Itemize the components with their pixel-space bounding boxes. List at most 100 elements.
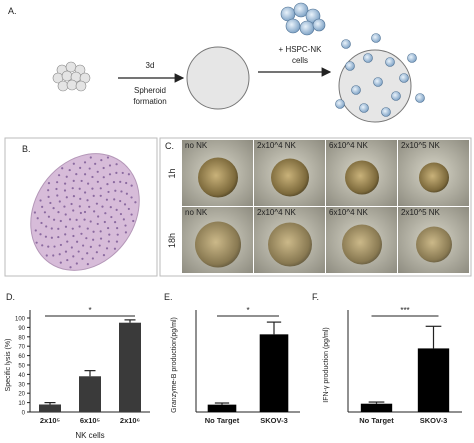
nucleus <box>63 182 67 185</box>
nucleus <box>63 205 66 208</box>
nucleus <box>108 164 112 167</box>
nucleus <box>115 240 119 243</box>
nucleus <box>63 189 67 192</box>
nk-cell <box>381 107 391 117</box>
nucleus <box>112 181 116 184</box>
nucleus <box>108 233 111 236</box>
nucleus <box>57 227 60 230</box>
nucleus <box>64 233 67 236</box>
nucleus <box>70 202 73 206</box>
nucleus <box>49 201 52 205</box>
nucleus <box>98 244 101 247</box>
spheroid <box>186 46 250 110</box>
nucleus <box>102 176 105 179</box>
nucleus <box>39 199 42 202</box>
nucleus <box>72 209 75 212</box>
nucleus <box>105 198 109 201</box>
nucleus <box>53 245 56 248</box>
nucleus <box>127 173 130 176</box>
y-tick-label: 90 <box>18 326 25 332</box>
y-axis-label: IFN-γ production (pg/ml) <box>323 327 330 402</box>
nucleus <box>116 227 119 230</box>
nucleus <box>87 182 90 185</box>
nucleus <box>130 196 133 199</box>
nucleus <box>127 207 130 211</box>
y-tick-label: 10 <box>18 401 25 407</box>
nucleus <box>85 237 88 240</box>
nucleus <box>102 166 105 170</box>
bar <box>207 404 237 412</box>
x-axis-label: NK cells <box>75 431 104 440</box>
nucleus <box>72 255 75 258</box>
nucleus <box>57 211 60 214</box>
nucleus <box>58 253 61 256</box>
nucleus <box>113 221 117 224</box>
nucleus <box>96 180 99 183</box>
nuclei <box>33 156 137 269</box>
y-tick-label: 0 <box>22 411 26 417</box>
nucleus <box>47 245 50 248</box>
nucleus <box>72 162 75 165</box>
nucleus <box>83 218 86 221</box>
nucleus <box>115 163 118 166</box>
nk-cells <box>335 33 425 117</box>
x-tick-label: No Target <box>205 416 240 425</box>
nucleus <box>71 187 74 190</box>
nucleus <box>100 159 103 162</box>
panel-label: D. <box>6 292 15 302</box>
nucleus <box>95 202 99 205</box>
nucleus <box>64 225 68 228</box>
nucleus <box>132 219 135 223</box>
nucleus <box>72 194 76 198</box>
nucleus <box>57 235 60 239</box>
nucleus <box>41 205 44 208</box>
nucleus <box>130 184 133 187</box>
nucleus <box>97 215 100 218</box>
nucleus <box>83 173 87 176</box>
nucleus <box>35 241 38 244</box>
nucleus <box>107 190 110 194</box>
nucleus <box>99 187 102 190</box>
nucleus <box>61 167 64 170</box>
nucleus <box>50 236 53 239</box>
y-tick-label: 80 <box>18 335 25 341</box>
nucleus <box>94 162 97 165</box>
nucleus <box>119 212 123 216</box>
nk-cell <box>351 85 361 95</box>
bar <box>417 348 450 412</box>
nucleus <box>113 247 117 250</box>
nucleus <box>56 181 59 184</box>
nucleus <box>134 201 137 204</box>
nucleus <box>72 179 75 182</box>
nucleus <box>56 194 59 197</box>
nk-cell <box>341 39 351 49</box>
nucleus <box>113 198 116 201</box>
nucleus <box>34 229 37 232</box>
y-axis-label: Granzyme-B production(pg/ml) <box>171 317 178 413</box>
nucleus <box>115 171 118 174</box>
nucleus <box>86 263 89 266</box>
nucleus <box>120 190 123 193</box>
panel-label: E. <box>164 292 173 302</box>
nucleus <box>59 243 63 247</box>
x-tick-label: SKOV-3 <box>260 416 288 425</box>
nucleus <box>82 244 85 247</box>
column-label: 6x10^4 NK <box>329 208 369 217</box>
nk-cell <box>385 57 395 67</box>
nk-cell <box>345 61 355 71</box>
nucleus <box>75 262 78 265</box>
nk-cell <box>373 77 383 87</box>
spheroid-image <box>342 224 382 265</box>
step-caption: formation <box>133 97 166 106</box>
nucleus <box>121 171 124 175</box>
nucleus <box>89 220 92 223</box>
nk-cell <box>359 103 369 113</box>
nucleus <box>99 237 103 240</box>
row-label: 18h <box>167 233 177 248</box>
nucleus <box>91 257 94 260</box>
nucleus <box>109 206 112 209</box>
spheroid-cluster <box>52 61 91 92</box>
panel-label: A. <box>8 6 17 16</box>
nucleus <box>79 211 82 215</box>
x-tick-label: 2x10⁵ <box>40 416 61 425</box>
